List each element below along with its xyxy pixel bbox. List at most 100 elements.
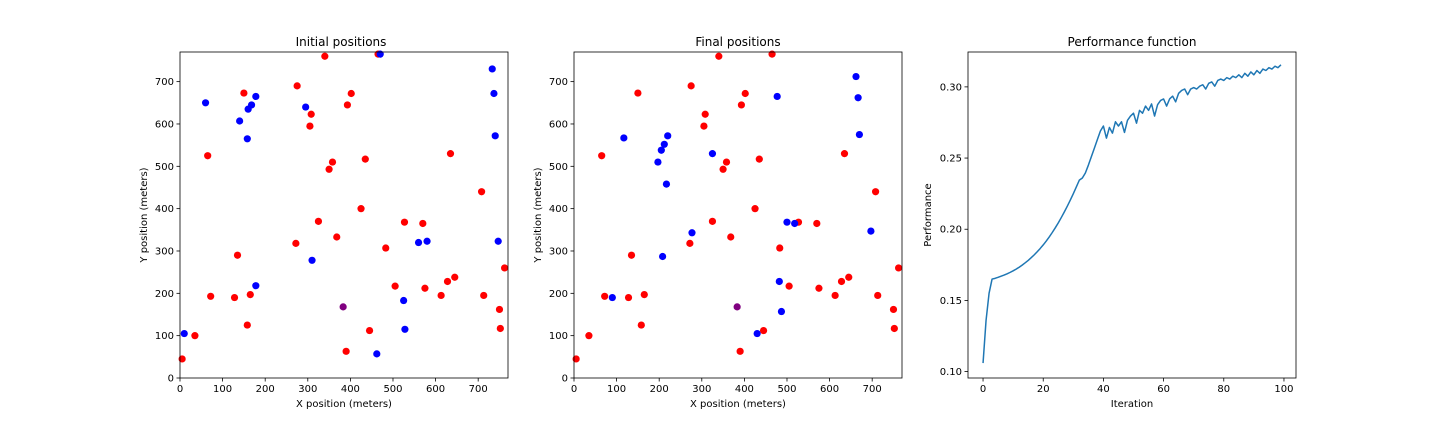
red-point xyxy=(601,292,609,300)
panel3-xlabel: Iteration xyxy=(1111,399,1153,410)
blue-point xyxy=(688,229,696,237)
blue-point xyxy=(423,237,431,245)
blue-point xyxy=(783,218,791,226)
blue-point xyxy=(252,282,260,290)
red-point xyxy=(342,347,350,355)
blue-point xyxy=(373,350,381,358)
red-point xyxy=(727,233,735,241)
y-tick-label: 0.25 xyxy=(940,154,962,165)
x-tick-label: 700 xyxy=(469,384,488,395)
red-point xyxy=(400,218,409,226)
red-point xyxy=(382,244,390,252)
red-point xyxy=(585,332,593,340)
blue-point xyxy=(488,65,496,73)
red-point xyxy=(894,264,903,272)
panel1-ticks: 0 100 200 300 400 500 600 700 0 100 200 300 400 500 60… xyxy=(155,77,488,395)
red-point xyxy=(496,324,504,333)
x-tick-label: 500 xyxy=(777,384,796,395)
red-point xyxy=(207,292,215,300)
red-point xyxy=(421,284,429,292)
purple-point xyxy=(339,303,347,311)
red-point xyxy=(451,273,459,281)
x-tick-label: 0 xyxy=(571,384,577,395)
red-point xyxy=(627,251,636,259)
y-tick-label: 200 xyxy=(155,289,174,300)
red-point xyxy=(815,284,823,292)
red-point xyxy=(347,89,355,98)
red-point xyxy=(307,110,315,118)
red-point xyxy=(624,293,633,302)
red-point xyxy=(495,305,504,314)
red-point xyxy=(204,152,212,160)
blue-point xyxy=(414,238,423,247)
y-tick-label: 200 xyxy=(549,289,568,300)
blue-point xyxy=(243,135,251,143)
red-point xyxy=(840,150,849,158)
red-point xyxy=(230,293,239,302)
red-point xyxy=(321,52,329,60)
y-tick-label: 0 xyxy=(562,374,568,385)
red-point xyxy=(874,291,882,300)
red-point xyxy=(419,219,427,228)
x-tick-label: 100 xyxy=(213,384,232,395)
blue-point xyxy=(308,256,316,264)
x-tick-label: 0 xyxy=(980,384,986,395)
blue-point xyxy=(657,146,665,154)
blue-point xyxy=(867,227,875,235)
panel3-ylabel: Performance xyxy=(923,183,934,246)
blue-point xyxy=(620,134,628,142)
x-tick-label: 20 xyxy=(1037,384,1050,395)
red-point xyxy=(715,52,723,60)
blue-point xyxy=(773,92,781,101)
red-point xyxy=(443,277,452,286)
y-tick-label: 300 xyxy=(549,246,568,257)
y-tick-label: 700 xyxy=(549,77,568,88)
y-tick-label: 300 xyxy=(155,246,174,257)
red-point xyxy=(365,326,374,335)
x-tick-label: 0 xyxy=(177,384,183,395)
y-tick-label: 0.20 xyxy=(940,225,962,236)
red-point xyxy=(306,122,314,130)
panel1-ylabel: Y position (meters) xyxy=(139,167,150,263)
blue-point xyxy=(708,150,717,158)
x-tick-label: 200 xyxy=(650,384,669,395)
x-tick-label: 600 xyxy=(426,384,445,395)
y-tick-label: 0.15 xyxy=(940,296,962,307)
panel1-xlabel: X position (meters) xyxy=(296,399,392,410)
blue-point xyxy=(400,296,408,305)
red-point xyxy=(233,251,242,259)
panel1-title: Initial positions xyxy=(296,35,387,49)
red-point xyxy=(361,155,369,163)
blue-point xyxy=(608,293,616,302)
red-point xyxy=(293,82,301,90)
panel2-ticks: 0 100 200 300 400 500 600 700 0 100 200 300 400 500 60… xyxy=(549,77,882,395)
red-point xyxy=(687,82,695,90)
red-point xyxy=(719,165,727,173)
panel3-title: Performance function xyxy=(1068,35,1197,49)
panel-initial-positions: Initial positions 0 100 200 300 400 500 600 700… xyxy=(139,35,509,410)
purple-point xyxy=(733,303,741,311)
panel2-frame xyxy=(573,51,903,379)
x-tick-label: 200 xyxy=(256,384,275,395)
red-point xyxy=(890,324,898,333)
red-point xyxy=(357,205,365,213)
x-tick-label: 40 xyxy=(1097,384,1110,395)
red-point xyxy=(831,291,839,300)
red-point xyxy=(243,321,251,329)
red-point xyxy=(755,155,763,163)
red-point xyxy=(314,217,323,225)
red-point xyxy=(737,101,746,109)
red-point xyxy=(701,110,709,118)
y-tick-label: 500 xyxy=(549,162,568,173)
blue-point xyxy=(180,329,188,338)
red-point xyxy=(768,50,776,58)
x-tick-label: 60 xyxy=(1157,384,1170,395)
blue-point xyxy=(401,325,409,333)
panel-final-positions: Final positions 0 100 200 300 400 500 600 700 0 1… xyxy=(533,35,903,410)
blue-point xyxy=(852,72,860,81)
y-tick-label: 100 xyxy=(155,331,174,342)
red-point xyxy=(477,188,486,196)
panel-performance-function: Performance function 0 20 40 60 80 100 0.10 0.1… xyxy=(923,35,1297,410)
